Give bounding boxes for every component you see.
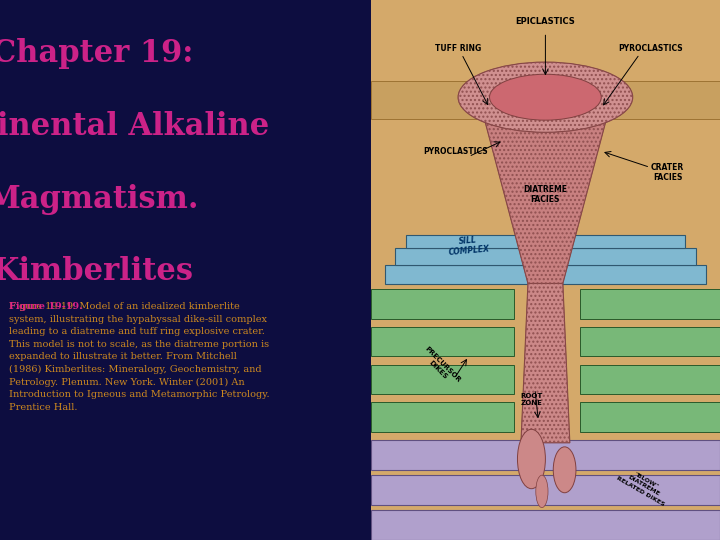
Polygon shape — [384, 265, 706, 284]
Ellipse shape — [518, 429, 546, 489]
Polygon shape — [395, 248, 696, 265]
Polygon shape — [580, 289, 720, 319]
Polygon shape — [371, 510, 720, 540]
Polygon shape — [580, 364, 720, 394]
Polygon shape — [406, 235, 685, 248]
Polygon shape — [371, 364, 514, 394]
Polygon shape — [580, 402, 720, 432]
Text: Continental Alkaline: Continental Alkaline — [0, 111, 269, 141]
Text: ROOT
ZONE: ROOT ZONE — [521, 393, 543, 406]
Polygon shape — [371, 327, 514, 356]
Text: Figure 19-19. Model of an idealized kimberlite
system, illustrating the hypabyss: Figure 19-19. Model of an idealized kimb… — [9, 302, 270, 412]
Polygon shape — [371, 81, 720, 119]
Text: SILL
COMPLEX: SILL COMPLEX — [447, 234, 490, 257]
Text: Chapter 19:: Chapter 19: — [0, 38, 194, 69]
Polygon shape — [580, 327, 720, 356]
Polygon shape — [371, 402, 514, 432]
Polygon shape — [371, 440, 720, 470]
Text: PRECURSOR
DIKES: PRECURSOR DIKES — [419, 346, 462, 389]
Ellipse shape — [536, 475, 548, 508]
Ellipse shape — [490, 75, 601, 120]
Text: Magmatism.: Magmatism. — [0, 184, 199, 214]
Polygon shape — [485, 119, 606, 284]
Text: EPICLASTICS: EPICLASTICS — [516, 17, 575, 26]
Text: CRATER
FACIES: CRATER FACIES — [651, 163, 684, 183]
Polygon shape — [371, 289, 514, 319]
Ellipse shape — [458, 62, 633, 132]
Ellipse shape — [553, 447, 576, 492]
Polygon shape — [521, 284, 570, 443]
Text: DIATREME
FACIES: DIATREME FACIES — [523, 185, 567, 204]
Text: PYROCLASTICS: PYROCLASTICS — [423, 147, 488, 156]
Text: Kimberlites: Kimberlites — [0, 256, 193, 287]
Text: Figure 19-19.: Figure 19-19. — [9, 302, 83, 312]
Text: "BLOW"
DIATREME
RELATED DIKES: "BLOW" DIATREME RELATED DIKES — [616, 465, 671, 507]
Text: PYROCLASTICS: PYROCLASTICS — [618, 44, 683, 53]
Polygon shape — [371, 475, 720, 505]
Text: TUFF RING: TUFF RING — [435, 44, 481, 53]
